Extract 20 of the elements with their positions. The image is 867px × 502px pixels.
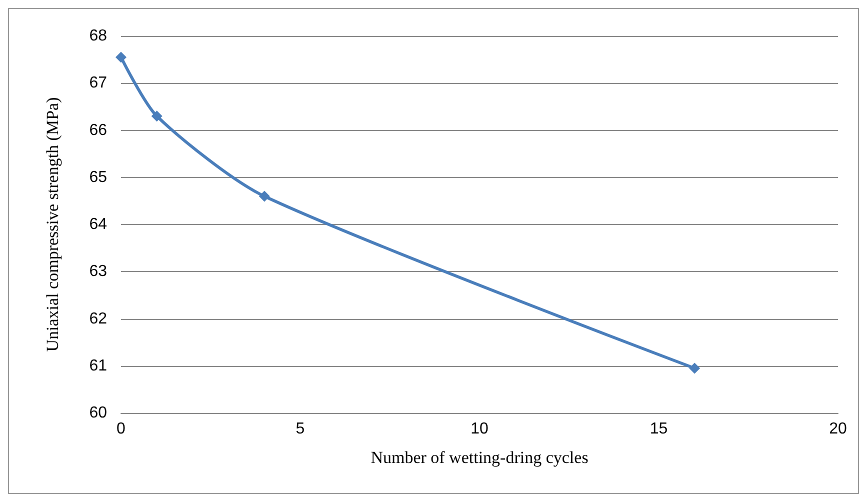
x-tick-label: 15 [650, 420, 668, 438]
y-tick-label: 66 [89, 122, 108, 139]
point [689, 362, 700, 374]
x-axis-title: Number of wetting-dring cycles [370, 448, 588, 467]
y-tick-label: 68 [89, 28, 108, 44]
x-tick-label: 0 [116, 420, 126, 438]
x-tick-label: 10 [470, 420, 488, 438]
point [258, 190, 270, 202]
y-tick-label: 64 [89, 216, 108, 233]
point [116, 52, 126, 63]
y-tick-label: 60 [89, 404, 108, 422]
x-tick-label: 5 [296, 420, 305, 438]
y-tick-label: 61 [89, 357, 108, 374]
y-axis-title: Uniaxial compressive strength (MPa) [43, 97, 62, 352]
y-tick-label: 63 [89, 263, 108, 280]
y-tick-label: 62 [89, 310, 108, 328]
x-tick-label: 20 [829, 420, 847, 438]
point [151, 110, 162, 122]
y-tick-label: 65 [89, 168, 108, 186]
y-tick-label: 67 [89, 74, 108, 92]
